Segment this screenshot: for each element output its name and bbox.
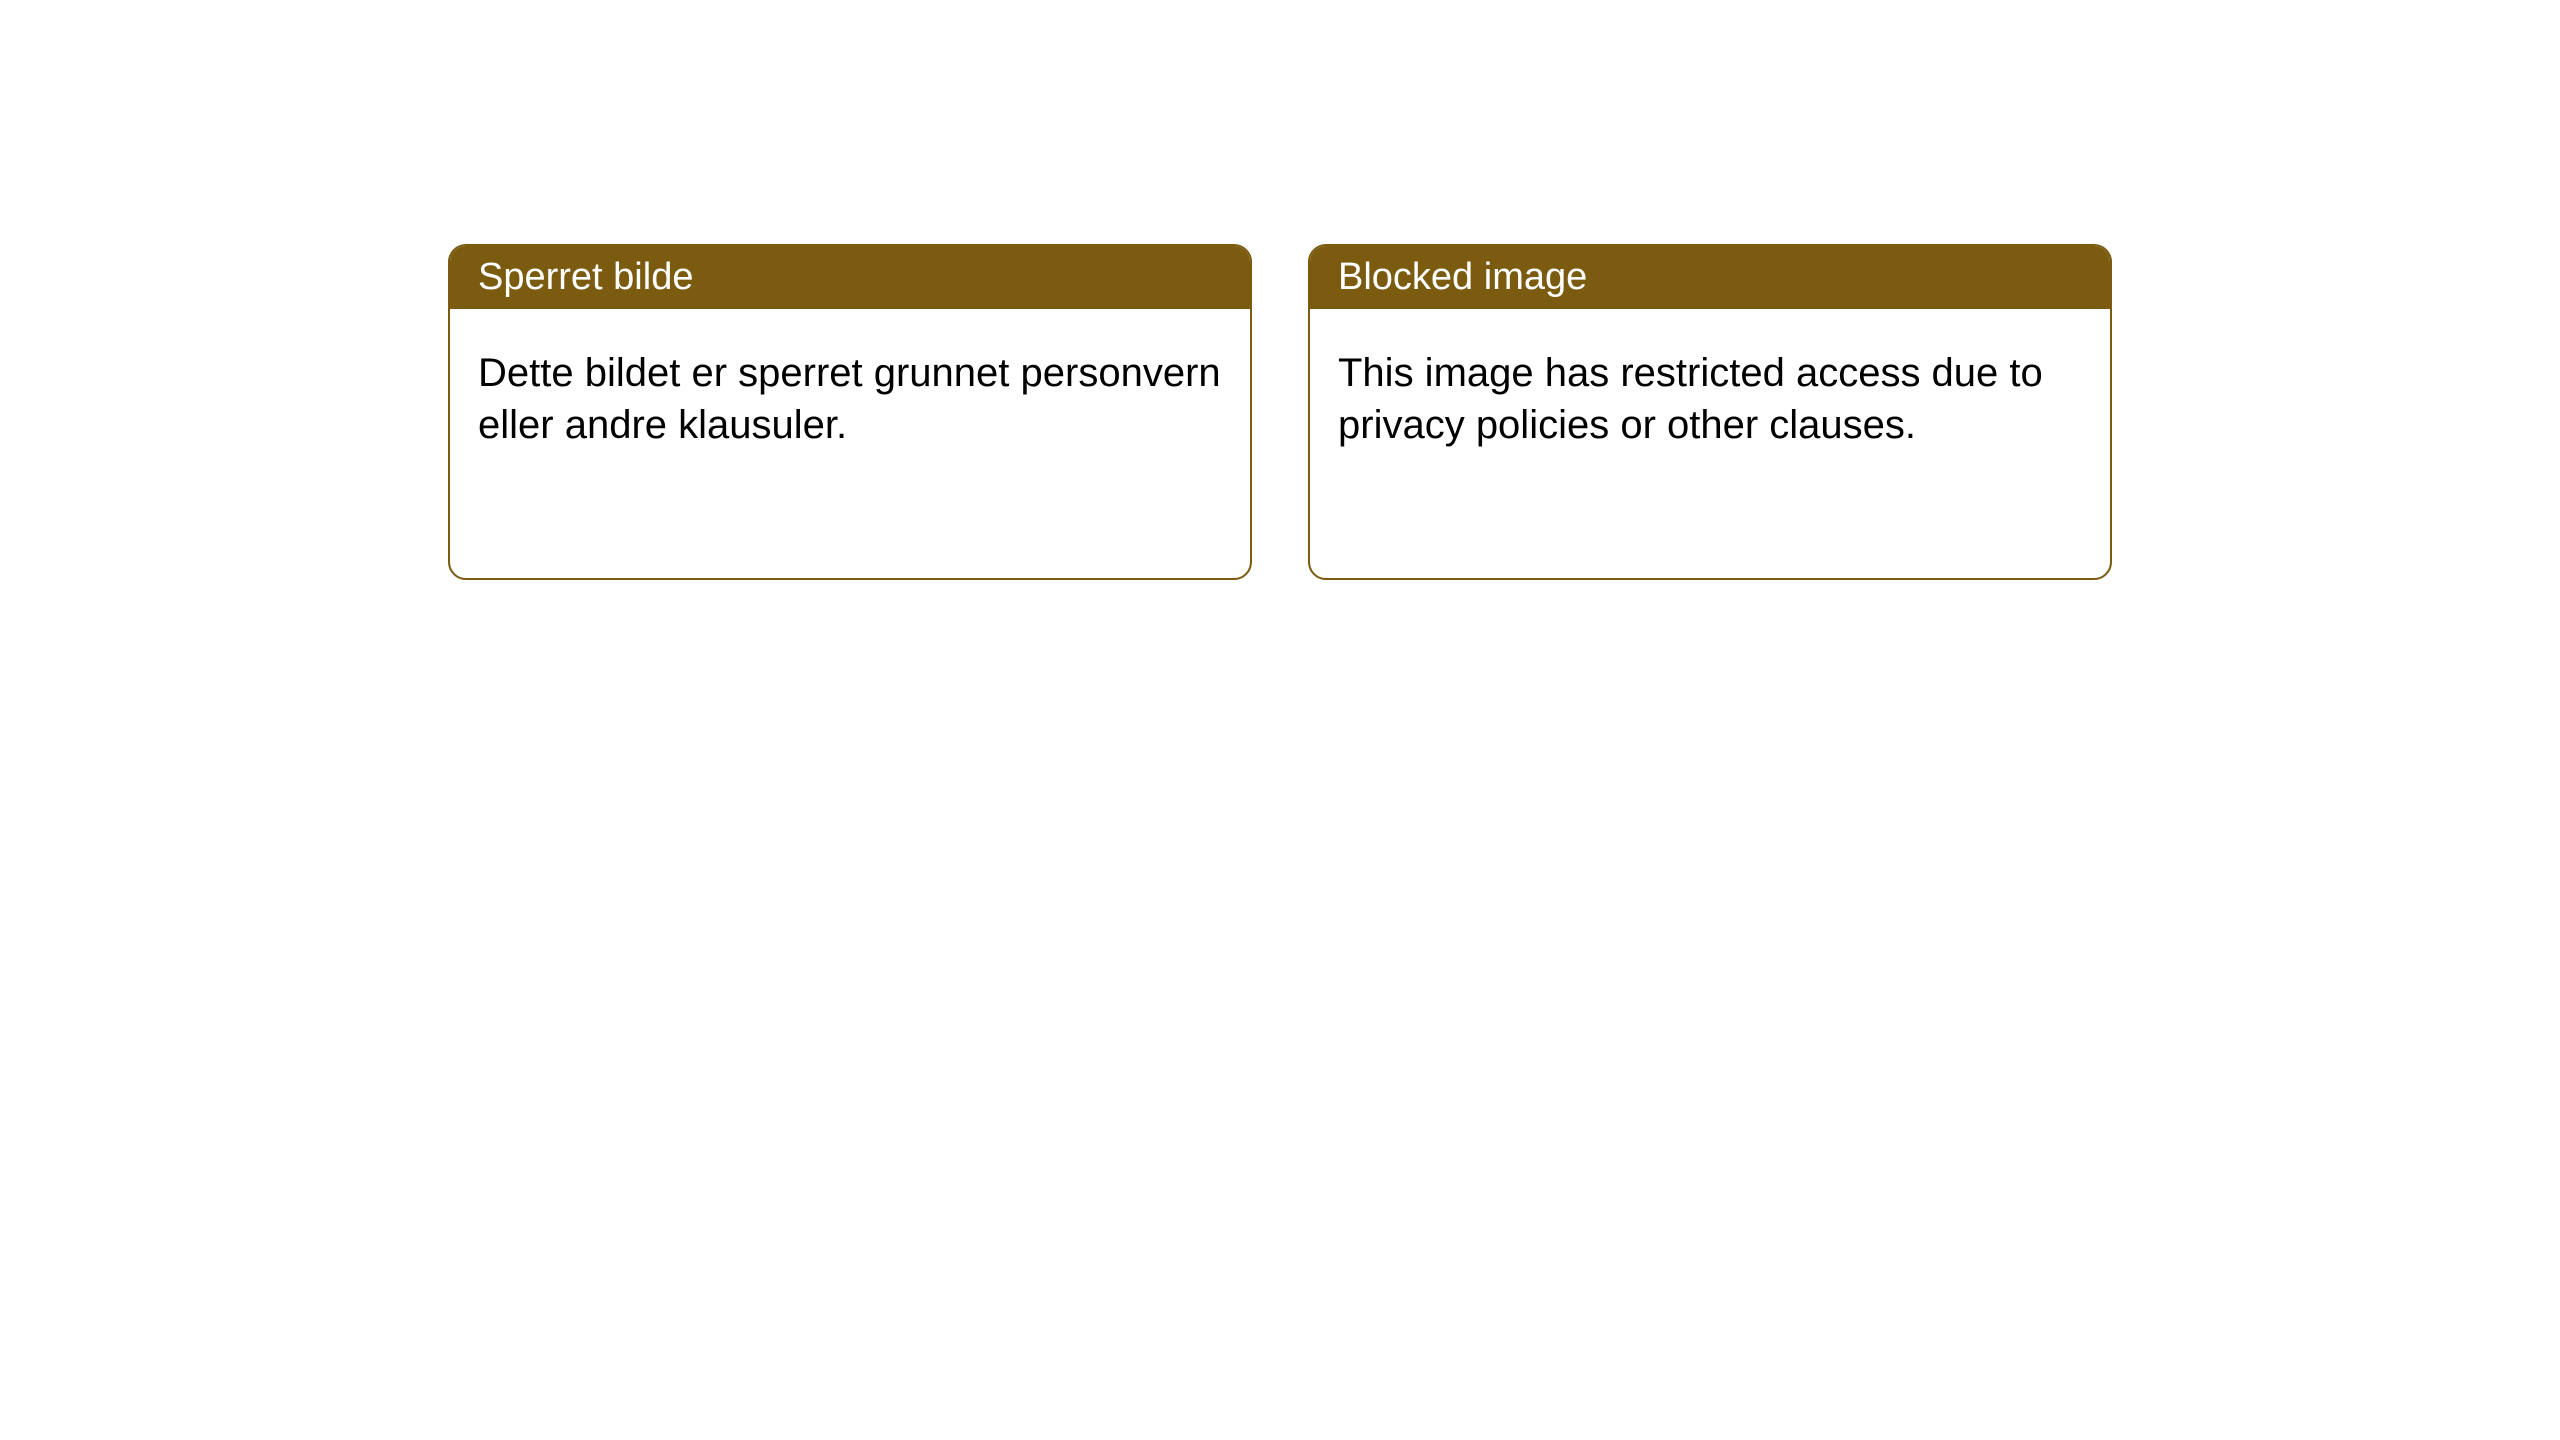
notice-header-norwegian: Sperret bilde — [450, 246, 1250, 309]
notice-box-english: Blocked image This image has restricted … — [1308, 244, 2112, 580]
notice-body-english: This image has restricted access due to … — [1310, 309, 2110, 489]
notice-box-norwegian: Sperret bilde Dette bildet er sperret gr… — [448, 244, 1252, 580]
notice-text-norwegian: Dette bildet er sperret grunnet personve… — [478, 351, 1221, 447]
notice-title-norwegian: Sperret bilde — [478, 256, 693, 298]
notice-title-english: Blocked image — [1338, 256, 1587, 298]
notice-container: Sperret bilde Dette bildet er sperret gr… — [448, 244, 2112, 580]
notice-body-norwegian: Dette bildet er sperret grunnet personve… — [450, 309, 1250, 489]
notice-text-english: This image has restricted access due to … — [1338, 351, 2043, 447]
notice-header-english: Blocked image — [1310, 246, 2110, 309]
